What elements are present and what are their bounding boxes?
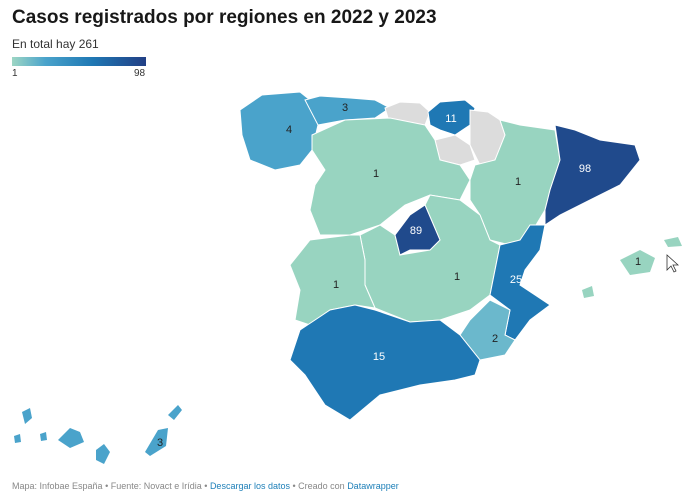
footer-source: Fuente: Novact e Irídia <box>110 481 202 491</box>
label-murcia: 2 <box>492 333 498 345</box>
region-canarias[interactable] <box>14 405 182 464</box>
download-data-link[interactable]: Descargar los datos <box>209 481 290 491</box>
label-valencia: 25 <box>510 274 522 286</box>
region-cataluna[interactable] <box>544 124 641 226</box>
color-legend <box>12 57 146 66</box>
label-baleares: 1 <box>635 256 641 268</box>
region-labels: 4 3 11 1 1 98 89 1 1 25 2 15 1 3 <box>157 102 641 449</box>
footer-map: Mapa: Infobae España <box>12 481 103 491</box>
label-canarias: 3 <box>157 437 163 449</box>
region-galicia[interactable] <box>239 91 319 171</box>
region-baleares[interactable] <box>582 237 682 298</box>
legend-min: 1 <box>12 68 18 79</box>
region-murcia[interactable] <box>459 299 516 361</box>
footer-created: Creado con <box>298 481 345 491</box>
datawrapper-link[interactable]: Datawrapper <box>347 481 399 491</box>
mouse-cursor-icon <box>666 254 680 273</box>
label-aragon: 1 <box>515 176 521 188</box>
legend-max: 98 <box>134 68 146 79</box>
label-cataluna: 98 <box>579 163 591 175</box>
label-extremadura: 1 <box>333 279 339 291</box>
label-asturias: 3 <box>342 102 348 114</box>
label-andalucia: 15 <box>373 351 385 363</box>
separator: • <box>102 481 111 491</box>
separator: • <box>289 481 299 491</box>
region-andalucia[interactable] <box>289 304 481 421</box>
label-madrid: 89 <box>410 225 422 237</box>
region-castilla-la-mancha[interactable] <box>359 194 501 323</box>
separator: • <box>201 481 210 491</box>
region-valencia[interactable] <box>489 224 551 341</box>
region-madrid[interactable] <box>394 204 441 256</box>
label-pais-vasco: 11 <box>445 113 456 125</box>
chart-footer: Mapa: Infobae España • Fuente: Novact e … <box>12 481 399 491</box>
chart-title: Casos registrados por regiones en 2022 y… <box>12 7 437 28</box>
chart-subtitle: En total hay 261 <box>12 37 99 51</box>
label-castilla-leon: 1 <box>373 168 379 180</box>
label-castilla-la-mancha: 1 <box>454 271 460 283</box>
label-galicia: 4 <box>286 124 292 136</box>
